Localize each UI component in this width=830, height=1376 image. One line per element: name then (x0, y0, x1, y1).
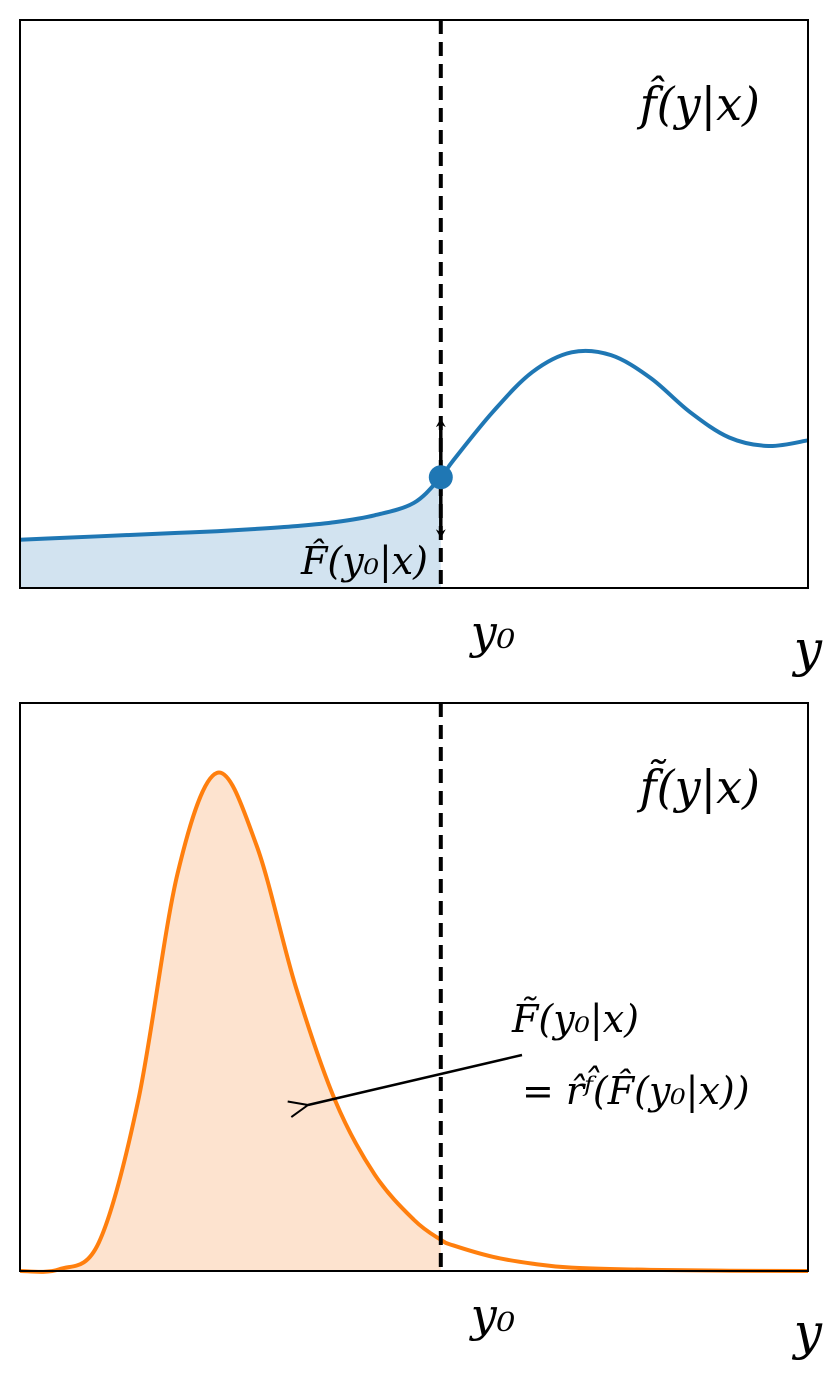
y0-label: y₀ (469, 1288, 515, 1342)
annotation-line: = r̂ᶠ̂(F̂(y₀|x)) (522, 1066, 750, 1113)
y0-label: y₀ (469, 605, 515, 659)
axes-frame (19, 19, 809, 589)
x-axis-label: y (792, 1303, 823, 1361)
point (428, 465, 453, 490)
axes-frame (19, 702, 809, 1272)
annotation-line: F̃(y₀|x) (511, 997, 639, 1041)
annotation-arrow (308, 1053, 523, 1105)
title: f̃(y|x) (637, 758, 760, 814)
curve (19, 770, 809, 1274)
curve (19, 348, 809, 542)
area-fill (20, 477, 441, 588)
area-fill (20, 772, 441, 1272)
area-label: F̂(y₀|x) (300, 539, 428, 583)
x-axis-label: y (792, 620, 823, 678)
title: f̂(y|x) (637, 75, 760, 131)
